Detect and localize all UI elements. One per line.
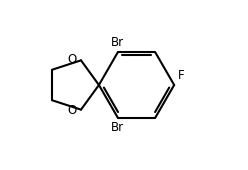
- Text: F: F: [178, 69, 185, 82]
- Text: Br: Br: [111, 36, 124, 49]
- Text: O: O: [67, 105, 77, 117]
- Text: O: O: [67, 53, 77, 65]
- Text: Br: Br: [111, 121, 124, 134]
